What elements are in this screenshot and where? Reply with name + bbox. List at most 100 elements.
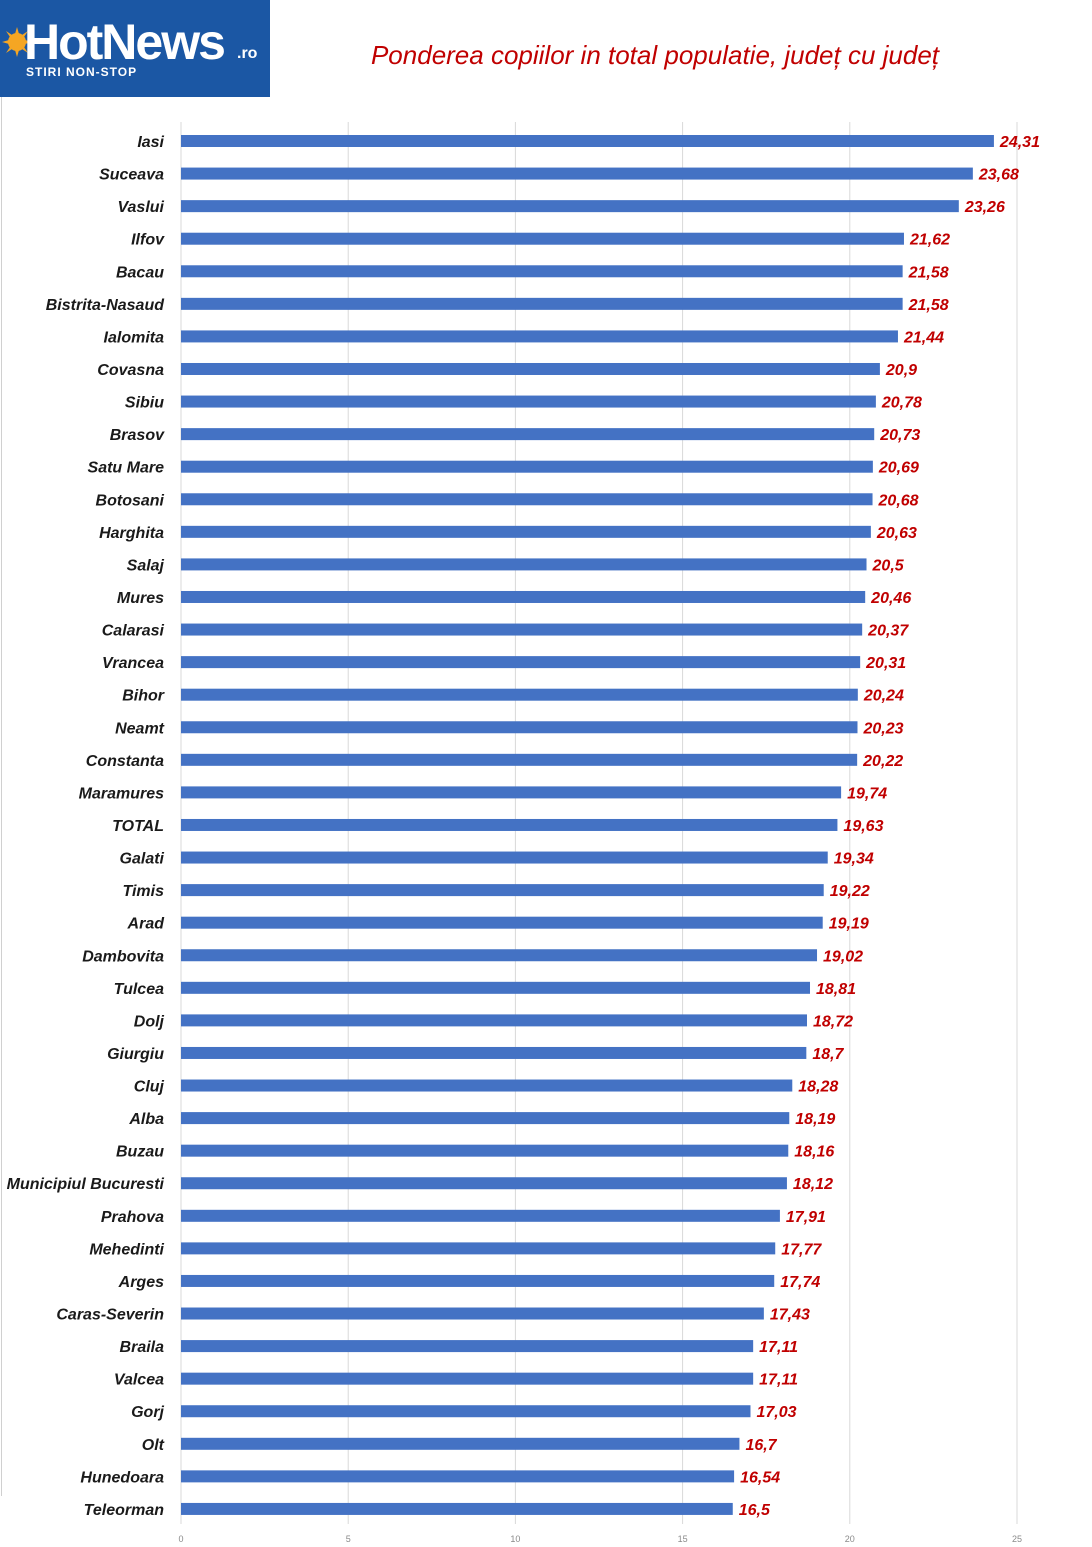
category-label: Caras-Severin — [56, 1307, 164, 1324]
category-label: Arad — [127, 916, 166, 933]
category-label: Suceava — [99, 167, 164, 184]
category-label: Bihor — [122, 688, 165, 705]
value-label: 20,68 — [878, 492, 919, 509]
bar — [181, 1014, 807, 1027]
category-label: Mures — [117, 590, 164, 607]
bar — [181, 1470, 735, 1483]
bar — [181, 362, 880, 375]
category-label: Neamt — [115, 720, 165, 737]
category-label: Botosani — [96, 492, 165, 509]
category-label: Timis — [123, 883, 165, 900]
value-label: 18,7 — [812, 1046, 844, 1063]
bar — [181, 786, 842, 799]
bar — [181, 1307, 764, 1320]
x-tick-label: 25 — [1012, 1534, 1022, 1544]
bar — [181, 525, 871, 538]
x-tick-label: 0 — [178, 1534, 183, 1544]
value-label: 20,69 — [878, 460, 919, 477]
category-label: Harghita — [99, 525, 164, 542]
bar — [181, 1079, 793, 1092]
bar — [181, 1177, 787, 1190]
bar — [181, 1340, 754, 1353]
bar — [181, 851, 828, 864]
value-label: 21,62 — [909, 232, 950, 249]
category-label: Dambovita — [82, 948, 164, 965]
bar — [181, 460, 873, 473]
bar — [181, 330, 898, 343]
bar — [181, 1405, 751, 1418]
category-label: Bistrita-Nasaud — [46, 297, 165, 314]
value-label: 18,16 — [794, 1144, 834, 1161]
value-label: 20,46 — [870, 590, 911, 607]
x-tick-label: 10 — [510, 1534, 520, 1544]
bar — [181, 590, 866, 603]
category-label: Arges — [118, 1274, 164, 1291]
hotnews-logo[interactable]: HotNews .ro STIRI NON-STOP — [0, 0, 270, 97]
value-label: 20,73 — [879, 427, 920, 444]
category-label: Ialomita — [104, 329, 165, 346]
bar — [181, 395, 876, 408]
value-label: 17,77 — [781, 1241, 822, 1258]
value-label: 18,28 — [798, 1079, 838, 1096]
category-label: Calarasi — [102, 623, 165, 640]
value-label: 16,5 — [739, 1502, 771, 1519]
value-label: 20,5 — [872, 557, 905, 574]
value-label: 23,68 — [978, 167, 1019, 184]
category-label: Vaslui — [117, 199, 164, 216]
value-label: 17,43 — [770, 1307, 810, 1324]
category-label: Sibiu — [125, 395, 164, 412]
value-label: 17,03 — [756, 1404, 796, 1421]
category-label: Cluj — [134, 1079, 165, 1096]
value-label: 19,74 — [847, 785, 887, 802]
logo-name: HotNews — [24, 14, 226, 70]
x-tick-label: 20 — [845, 1534, 855, 1544]
bar — [181, 200, 959, 213]
category-label: Iasi — [137, 134, 164, 151]
x-axis-ticks: 0 5 10 15 20 25 — [178, 1534, 1022, 1544]
category-label: Bacau — [116, 264, 164, 281]
value-label: 20,78 — [881, 395, 922, 412]
bar — [181, 1046, 807, 1059]
category-label: Maramures — [79, 785, 164, 802]
value-label: 19,22 — [830, 883, 870, 900]
value-label: 21,58 — [908, 297, 949, 314]
value-label: 20,31 — [865, 655, 906, 672]
bar — [181, 1437, 740, 1450]
bar — [181, 721, 858, 734]
value-label: 17,11 — [759, 1339, 798, 1356]
category-label: Covasna — [97, 362, 164, 379]
bar — [181, 884, 824, 897]
bar — [181, 818, 838, 831]
value-label: 20,22 — [862, 753, 903, 770]
bar — [181, 493, 873, 506]
value-label: 18,72 — [813, 1013, 853, 1030]
bar — [181, 297, 903, 310]
value-label: 20,24 — [863, 688, 904, 705]
bar — [181, 558, 867, 571]
category-label: Hunedoara — [80, 1469, 164, 1486]
value-label: 19,19 — [829, 916, 869, 933]
bar — [181, 753, 858, 766]
category-label: Olt — [142, 1437, 165, 1454]
value-label: 24,31 — [999, 134, 1040, 151]
bar — [181, 916, 823, 929]
bar — [181, 1372, 754, 1385]
bar — [181, 1242, 776, 1255]
category-label: Buzau — [116, 1144, 164, 1161]
value-label: 18,19 — [795, 1111, 835, 1128]
value-label: 19,02 — [823, 948, 863, 965]
value-label: 20,37 — [867, 623, 909, 640]
value-label: 20,63 — [876, 525, 917, 542]
value-label: 19,63 — [843, 818, 883, 835]
value-label: 21,44 — [903, 329, 944, 346]
category-label: Satu Mare — [88, 460, 165, 477]
value-label: 20,9 — [885, 362, 917, 379]
category-label: Braila — [120, 1339, 165, 1356]
value-label: 17,74 — [780, 1274, 820, 1291]
bar — [181, 949, 818, 962]
value-label: 16,54 — [740, 1469, 780, 1486]
labels: Iasi 24,31 Suceava 23,68 Vaslui 23,26 Ilfov 21,… — [7, 134, 1040, 1519]
bar — [181, 981, 811, 994]
category-label: Dolj — [134, 1013, 165, 1030]
